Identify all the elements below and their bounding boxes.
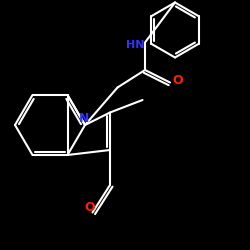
Text: O: O <box>85 201 95 214</box>
Text: N: N <box>78 112 89 125</box>
Text: O: O <box>172 74 183 86</box>
Text: HN: HN <box>126 40 144 50</box>
